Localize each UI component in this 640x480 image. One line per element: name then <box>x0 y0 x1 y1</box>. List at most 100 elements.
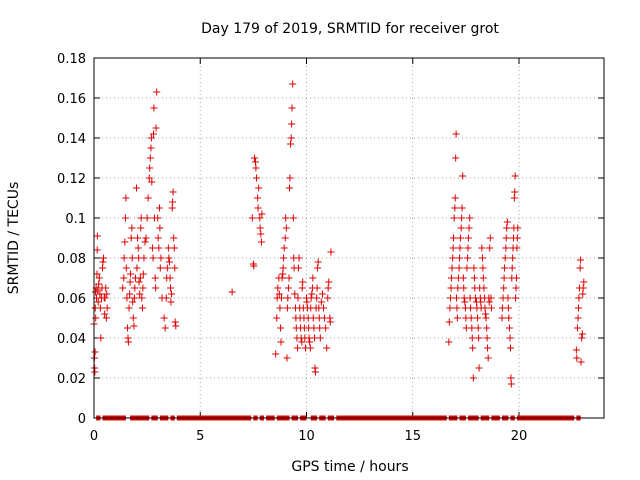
data-point <box>162 294 170 302</box>
data-point <box>134 234 142 242</box>
data-point <box>486 244 494 252</box>
data-point <box>579 290 587 298</box>
data-point <box>573 324 581 332</box>
y-tick-label: 0.12 <box>57 172 86 187</box>
data-point <box>461 298 469 306</box>
data-point <box>508 264 516 272</box>
data-point <box>298 338 306 346</box>
data-point <box>163 264 171 272</box>
data-point <box>303 298 311 306</box>
data-point <box>255 184 263 192</box>
data-point <box>322 324 330 332</box>
data-point <box>502 234 510 242</box>
data-point <box>309 314 317 322</box>
x-axis-ticks: 0 5 10 15 20 <box>90 58 527 444</box>
data-point <box>454 284 462 292</box>
data-point <box>463 264 471 272</box>
data-point <box>248 214 256 222</box>
data-point <box>445 318 453 326</box>
data-point <box>452 130 460 138</box>
data-point <box>92 314 100 322</box>
data-point <box>284 284 292 292</box>
data-point <box>294 344 302 352</box>
data-point <box>574 314 582 322</box>
data-point <box>451 194 459 202</box>
x-tick-label: 20 <box>511 429 528 444</box>
data-point <box>288 104 296 112</box>
data-point <box>125 304 133 312</box>
data-point <box>136 274 144 282</box>
y-tick-label: 0.08 <box>57 252 86 267</box>
data-point <box>281 234 289 242</box>
x-tick-label: 0 <box>90 429 98 444</box>
data-point <box>228 288 236 296</box>
data-point <box>324 294 332 302</box>
data-point <box>103 304 111 312</box>
data-point <box>500 274 508 282</box>
data-point <box>573 354 581 362</box>
data-point <box>482 314 490 322</box>
data-point <box>154 234 162 242</box>
data-point <box>480 284 488 292</box>
data-point <box>475 334 483 342</box>
data-point <box>168 204 176 212</box>
data-point <box>580 278 588 286</box>
data-point <box>470 264 478 272</box>
data-point <box>140 254 148 262</box>
data-point <box>453 314 461 322</box>
data-point <box>126 278 134 286</box>
data-point <box>506 334 514 342</box>
data-point <box>452 154 460 162</box>
data-point <box>306 338 314 346</box>
data-point <box>123 294 131 302</box>
x-tick-label: 10 <box>298 429 315 444</box>
data-point <box>279 264 287 272</box>
y-tick-label: 0.04 <box>57 332 86 347</box>
data-point <box>102 314 110 322</box>
data-point <box>513 234 521 242</box>
data-point <box>167 298 175 306</box>
data-point <box>287 140 295 148</box>
data-point <box>277 294 285 302</box>
data-point <box>122 194 130 202</box>
data-point <box>258 210 266 218</box>
data-point <box>327 248 335 256</box>
data-point <box>311 368 319 376</box>
x-tick-label: 5 <box>196 429 204 444</box>
data-point <box>483 324 491 332</box>
data-point <box>137 214 145 222</box>
data-point <box>503 224 511 232</box>
data-point <box>257 238 265 246</box>
data-point <box>449 244 457 252</box>
data-point <box>579 284 587 292</box>
y-tick-label: 0.16 <box>57 92 86 107</box>
data-point <box>153 88 161 96</box>
data-point <box>501 254 509 262</box>
data-point <box>306 344 314 352</box>
data-point <box>285 274 293 282</box>
data-point <box>284 294 292 302</box>
data-point <box>450 234 458 242</box>
data-point <box>500 284 508 292</box>
data-point <box>91 348 99 356</box>
data-point <box>572 346 580 354</box>
data-point <box>478 254 486 262</box>
data-point <box>280 254 288 262</box>
data-point <box>450 214 458 222</box>
data-point <box>121 214 129 222</box>
data-point <box>487 304 495 312</box>
data-point <box>456 244 464 252</box>
data-point <box>169 188 177 196</box>
data-point <box>464 244 472 252</box>
data-point <box>99 264 106 272</box>
data-point <box>511 172 519 180</box>
data-point <box>150 104 158 112</box>
data-point <box>165 258 173 266</box>
data-point <box>155 204 163 212</box>
data-point <box>498 304 506 312</box>
data-point <box>93 232 101 240</box>
data-point <box>469 374 477 382</box>
data-point <box>298 284 306 292</box>
data-point <box>326 318 334 326</box>
data-point <box>316 334 324 342</box>
